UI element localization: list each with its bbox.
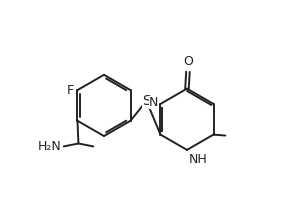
Text: F: F [67, 84, 74, 97]
Text: S: S [142, 94, 151, 108]
Text: O: O [183, 55, 193, 68]
Text: H₂N: H₂N [38, 140, 61, 153]
Text: NH: NH [189, 153, 207, 166]
Text: N: N [149, 97, 158, 109]
